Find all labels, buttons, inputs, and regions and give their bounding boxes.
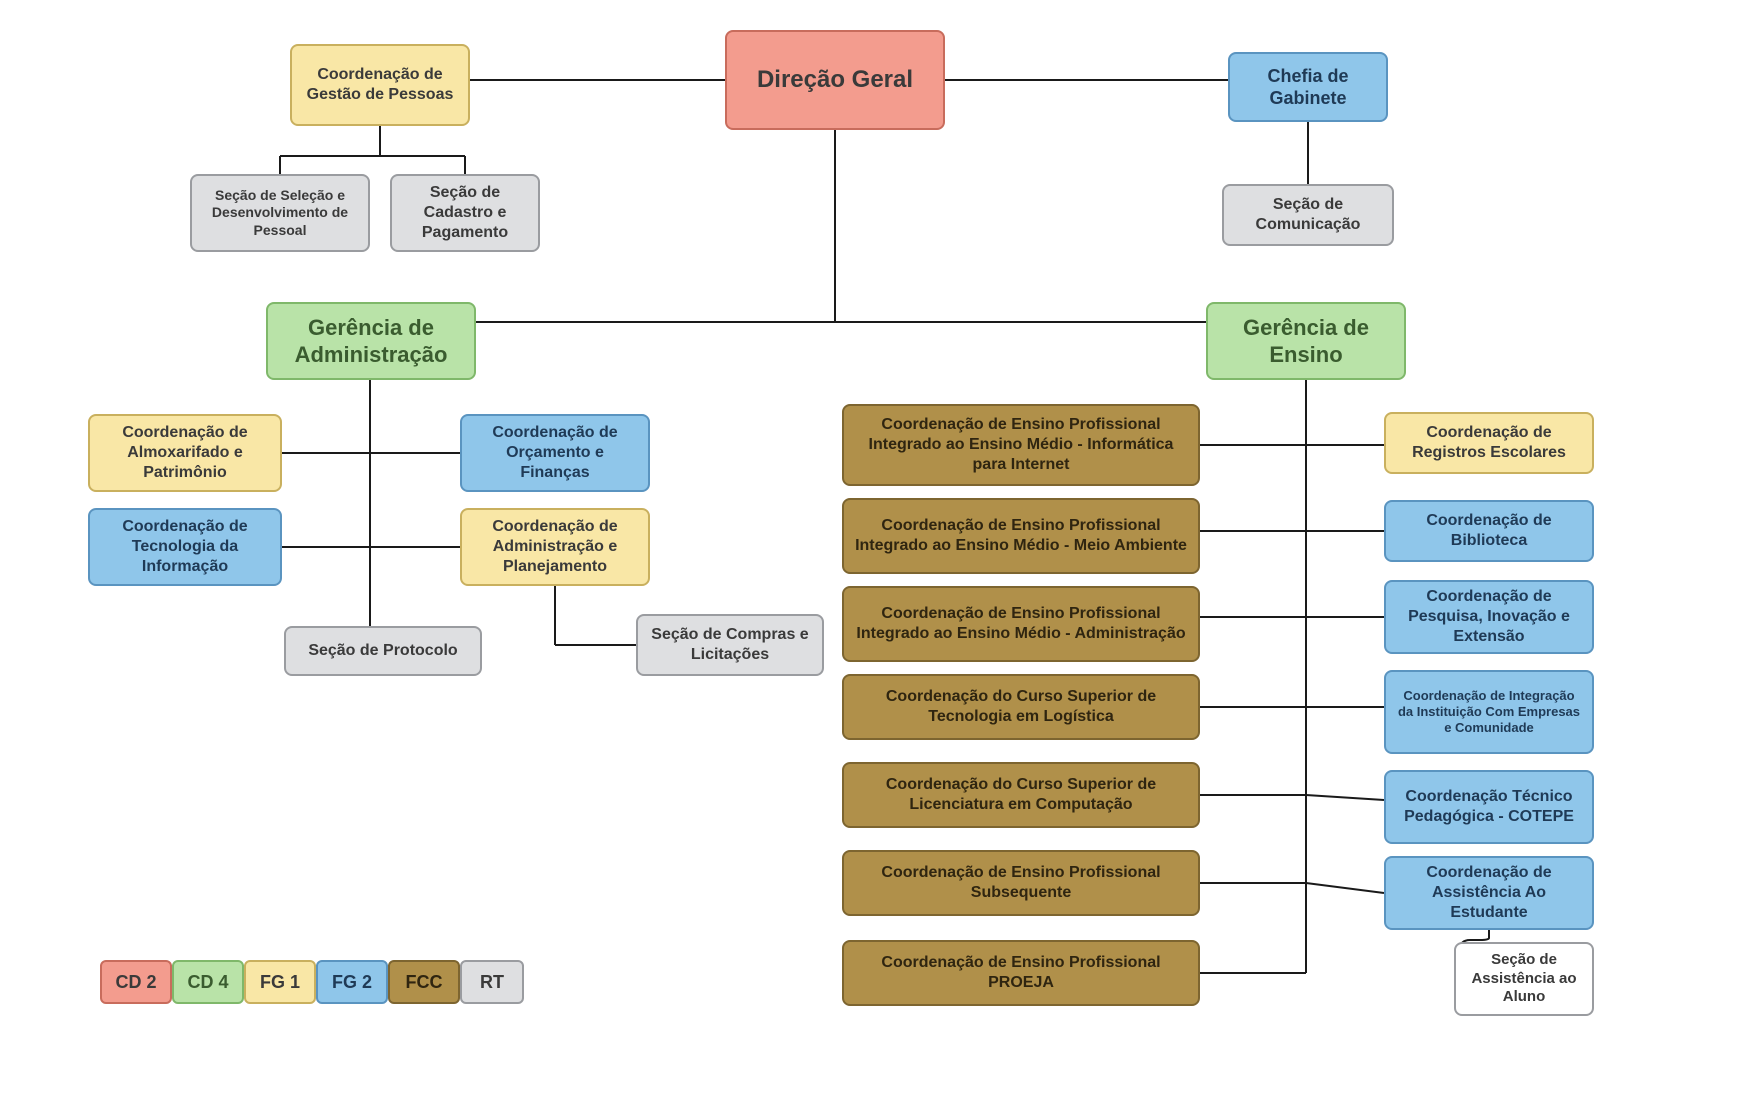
node-label: Coordenação Técnico Pedagógica - COTEPE [1396,787,1582,827]
edge [1200,795,1384,800]
node-tec_info: Coordenação de Tecnologia da Informação [88,508,282,586]
legend-item-fg2: FG 2 [316,960,388,1004]
legend-item-fcc: FCC [388,960,460,1004]
legend-label: FCC [406,972,443,993]
node-ens_subsequente: Coordenação de Ensino Profissional Subse… [842,850,1200,916]
edge [280,126,465,174]
node-chefia_gabinete: Chefia de Gabinete [1228,52,1388,122]
node-label: Chefia de Gabinete [1240,65,1376,110]
node-label: Coordenação de Gestão de Pessoas [302,65,458,105]
node-assist_aluno: Seção de Assistência ao Aluno [1454,942,1594,1016]
node-biblioteca: Coordenação de Biblioteca [1384,500,1594,562]
node-label: Coordenação de Administração e Planejame… [472,517,638,577]
node-ens_licenciatura: Coordenação do Curso Superior de Licenci… [842,762,1200,828]
node-direcao_geral: Direção Geral [725,30,945,130]
node-label: Direção Geral [757,65,913,95]
legend-label: FG 1 [260,972,300,993]
node-cotepe: Coordenação Técnico Pedagógica - COTEPE [1384,770,1594,844]
node-reg_escolares: Coordenação de Registros Escolares [1384,412,1594,474]
legend-item-cd2: CD 2 [100,960,172,1004]
legend: CD 2 CD 4 FG 1 FG 2 FCC RT [100,960,524,1004]
node-pesq_inov: Coordenação de Pesquisa, Inovação e Exte… [1384,580,1594,654]
edge [555,586,636,645]
node-label: Seção de Comunicação [1234,195,1382,235]
node-label: Seção de Seleção e Desenvolvimento de Pe… [202,187,358,240]
node-label: Coordenação de Pesquisa, Inovação e Exte… [1396,587,1582,647]
node-sel_des_pessoal: Seção de Seleção e Desenvolvimento de Pe… [190,174,370,252]
node-label: Coordenação do Curso Superior de Tecnolo… [854,687,1188,727]
node-label: Coordenação do Curso Superior de Licenci… [854,775,1188,815]
node-admin_plan: Coordenação de Administração e Planejame… [460,508,650,586]
legend-item-rt: RT [460,960,524,1004]
node-label: Coordenação de Registros Escolares [1396,423,1582,463]
node-gestao_pessoas: Coordenação de Gestão de Pessoas [290,44,470,126]
node-label: Coordenação de Biblioteca [1396,511,1582,551]
edge [1200,883,1384,893]
node-label: Coordenação de Ensino Profissional Subse… [854,863,1188,903]
node-label: Coordenação de Ensino Profissional Integ… [854,604,1188,644]
node-ens_logistica: Coordenação do Curso Superior de Tecnolo… [842,674,1200,740]
node-label: Coordenação de Tecnologia da Informação [100,517,270,577]
legend-item-fg1: FG 1 [244,960,316,1004]
node-cad_pagamento: Seção de Cadastro e Pagamento [390,174,540,252]
node-label: Coordenação de Integração da Instituição… [1396,688,1582,737]
node-label: Coordenação de Assistência Ao Estudante [1396,863,1582,923]
node-comunicacao: Seção de Comunicação [1222,184,1394,246]
node-ens_proeja: Coordenação de Ensino Profissional PROEJ… [842,940,1200,1006]
node-label: Seção de Cadastro e Pagamento [402,183,528,243]
node-orcamento: Coordenação de Orçamento e Finanças [460,414,650,492]
legend-label: CD 2 [115,972,156,993]
node-label: Coordenação de Ensino Profissional Integ… [854,516,1188,556]
node-label: Gerência de Administração [278,314,464,369]
node-ens_meio_amb: Coordenação de Ensino Profissional Integ… [842,498,1200,574]
node-ens_admin: Coordenação de Ensino Profissional Integ… [842,586,1200,662]
node-label: Seção de Protocolo [308,641,457,661]
node-protocolo: Seção de Protocolo [284,626,482,676]
node-label: Coordenação de Orçamento e Finanças [472,423,638,483]
node-label: Coordenação de Ensino Profissional Integ… [854,415,1188,475]
node-label: Coordenação de Ensino Profissional PROEJ… [854,953,1188,993]
node-label: Seção de Assistência ao Aluno [1466,951,1582,1007]
node-assist_estudante: Coordenação de Assistência Ao Estudante [1384,856,1594,930]
node-ens_inf_internet: Coordenação de Ensino Profissional Integ… [842,404,1200,486]
node-int_empresas: Coordenação de Integração da Instituição… [1384,670,1594,754]
node-almox: Coordenação de Almoxarifado e Patrimônio [88,414,282,492]
node-ger_admin: Gerência de Administração [266,302,476,380]
node-label: Coordenação de Almoxarifado e Patrimônio [100,423,270,483]
legend-label: FG 2 [332,972,372,993]
node-label: Gerência de Ensino [1218,314,1394,369]
legend-label: RT [480,972,504,993]
legend-item-cd4: CD 4 [172,960,244,1004]
node-label: Seção de Compras e Licitações [648,625,812,665]
node-ger_ensino: Gerência de Ensino [1206,302,1406,380]
legend-label: CD 4 [187,972,228,993]
node-compras: Seção de Compras e Licitações [636,614,824,676]
